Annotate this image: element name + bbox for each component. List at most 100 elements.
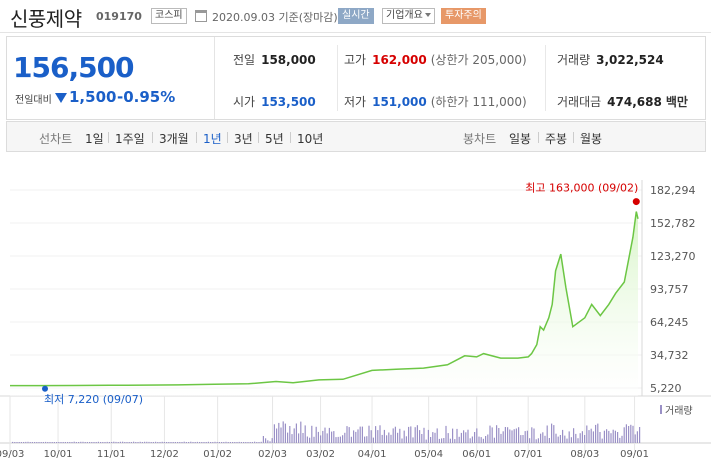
volume-bar <box>205 442 207 443</box>
volume-bar <box>267 440 269 443</box>
volume-bar <box>218 442 220 443</box>
volume-bar <box>476 428 478 443</box>
volume-bar <box>390 434 392 443</box>
y-axis: 182,294 152,782 123,270 93,757 64,245 34,732 5… <box>650 184 696 395</box>
volume-bar <box>12 441 14 443</box>
tab-monthly-candle[interactable]: 월봉 <box>580 132 603 146</box>
volume-bar <box>31 442 33 443</box>
volume-bar <box>610 433 612 443</box>
volume-bar <box>306 436 308 443</box>
volume-bar <box>295 423 297 443</box>
tab-5y[interactable]: 5년 <box>265 132 284 146</box>
divider <box>196 132 197 143</box>
volume-bar <box>163 442 165 443</box>
volume-bar <box>491 427 493 443</box>
volume-bar <box>478 436 480 443</box>
volume-bar <box>636 431 638 443</box>
company-overview-dropdown[interactable]: 기업개요 <box>382 8 435 24</box>
volume-bar <box>16 442 18 443</box>
volume-legend: 거래량 <box>665 405 693 417</box>
volume-bar <box>456 428 458 443</box>
volume-bar <box>445 425 447 443</box>
max-annotation: 최고 163,000 (09/02) <box>525 182 638 195</box>
low-value: 151,000 <box>372 95 427 109</box>
volume-bar <box>368 425 370 443</box>
chart-period-tabs: 선차트 1일 1주일 3개월 1년 3년 5년 10년 봉차트 일봉 주봉 월봉 <box>6 121 706 152</box>
volume-bar <box>454 439 456 443</box>
volume-bar <box>93 442 95 443</box>
volume-bar <box>471 436 473 443</box>
volume-bar <box>265 438 267 443</box>
x-tick-label: 09/03 <box>0 449 24 460</box>
tab-1y[interactable]: 1년 <box>203 132 222 146</box>
volume-bar <box>537 438 539 443</box>
volume-bar <box>122 441 124 443</box>
amount-value: 474,688 <box>607 95 662 109</box>
tab-1w[interactable]: 1주일 <box>115 132 145 146</box>
investment-caution-badge[interactable]: 투자주의 <box>441 8 486 24</box>
x-tick-label: 08/03 <box>570 449 599 460</box>
volume-value: 3,022,524 <box>596 53 664 67</box>
divider <box>227 132 228 143</box>
volume-bar <box>566 438 568 443</box>
stock-name: 신풍제약 <box>10 7 82 31</box>
volume-bar <box>339 436 341 443</box>
volume-bar <box>562 429 564 443</box>
volume-bar <box>623 427 625 443</box>
volume-bar <box>185 442 187 443</box>
tab-3m[interactable]: 3개월 <box>159 132 189 146</box>
lower-limit: (하한가 111,000) <box>430 95 527 109</box>
y-tick-label: 5,220 <box>650 382 682 395</box>
volume-bar <box>221 442 223 443</box>
volume-bar <box>361 426 363 443</box>
price-date: 2020.09.03 기준(장마감) <box>212 11 338 24</box>
volume-bar <box>137 442 139 443</box>
volume-bar <box>86 442 88 443</box>
volume-bar <box>463 430 465 443</box>
price-chart[interactable]: 182,294 152,782 123,270 93,757 64,245 34,732 5… <box>0 152 711 466</box>
tab-3y[interactable]: 3년 <box>234 132 253 146</box>
volume-bar <box>350 436 352 443</box>
volume-bar <box>214 441 216 443</box>
tab-10y[interactable]: 10년 <box>297 132 324 146</box>
volume-bar <box>401 438 403 443</box>
volume-bar <box>337 436 339 443</box>
volume-bar <box>377 430 379 443</box>
tab-daily-candle[interactable]: 일봉 <box>509 132 532 146</box>
volume-bar <box>487 434 489 443</box>
volume-bar <box>588 430 590 443</box>
volume-bar <box>168 442 170 443</box>
volume-bar <box>53 442 55 443</box>
volume-bar <box>438 438 440 443</box>
volume-bar <box>507 427 509 443</box>
tab-1d[interactable]: 1일 <box>85 132 104 146</box>
volume-bar <box>194 442 196 443</box>
volume-bar <box>408 426 410 443</box>
volume-bar <box>141 442 143 443</box>
volume-bar <box>430 437 432 443</box>
open-value: 153,500 <box>261 95 316 109</box>
volume-bar <box>155 441 157 443</box>
x-tick-label: 07/01 <box>514 449 543 460</box>
volume-bar <box>262 436 264 443</box>
volume-bar <box>324 427 326 443</box>
volume-bar <box>447 433 449 443</box>
volume-bar <box>115 441 117 443</box>
prev-close-label: 전일 <box>233 53 256 67</box>
volume-bar <box>500 433 502 443</box>
volume-bar <box>291 434 293 443</box>
realtime-button[interactable]: 실시간 <box>338 8 374 24</box>
volume-bar <box>78 442 80 443</box>
volume-bar <box>485 436 487 443</box>
volume-bar <box>223 442 225 443</box>
low-label: 저가 <box>344 95 367 109</box>
volume-bar <box>388 432 390 443</box>
tab-weekly-candle[interactable]: 주봉 <box>545 132 568 146</box>
stock-header: 신풍제약 019170 코스피 2020.09.03 기준(장마감) 실시간 기… <box>0 0 711 33</box>
volume-bar <box>251 442 253 443</box>
volume-bar <box>159 442 161 443</box>
volume-bar <box>45 441 47 443</box>
volume-bar <box>496 425 498 443</box>
volume-bar <box>130 442 132 443</box>
volume-bar <box>555 433 557 443</box>
